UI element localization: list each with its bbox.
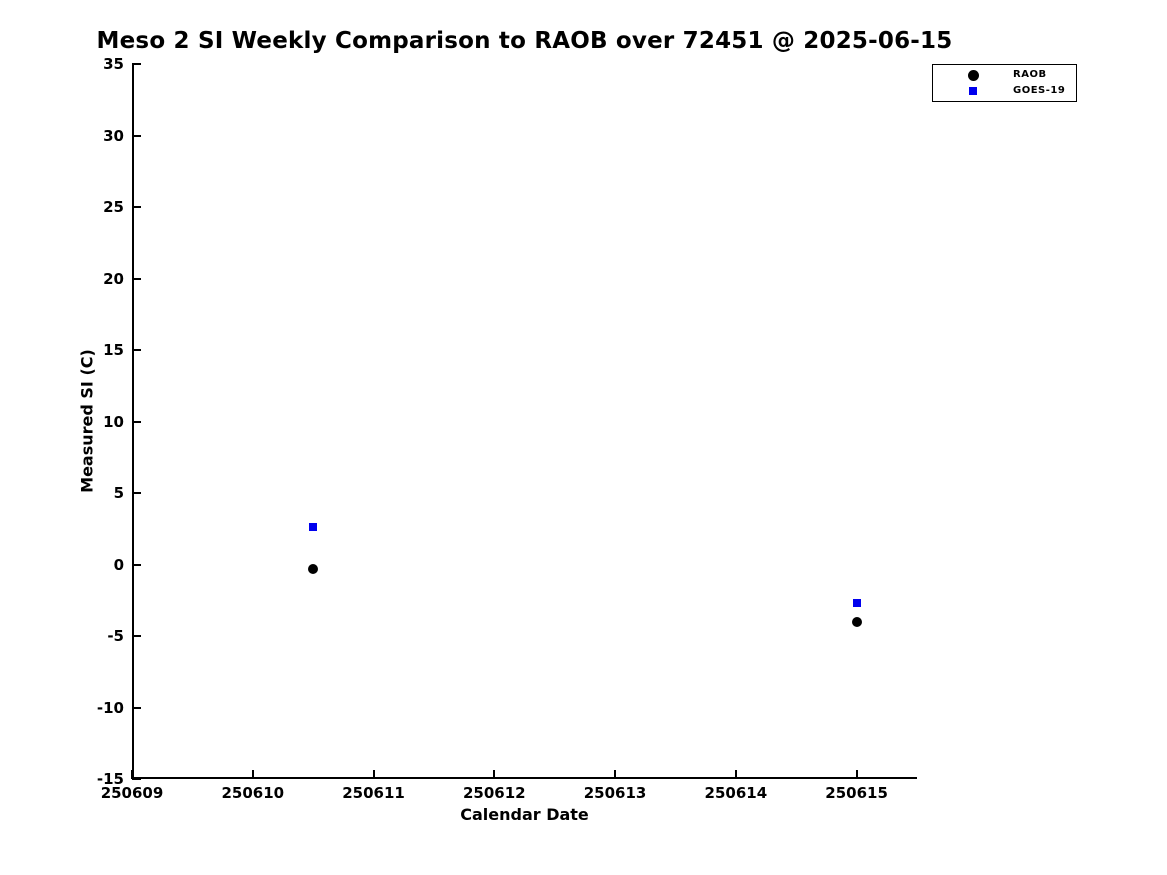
y-tick-label: 15 (103, 341, 124, 359)
y-tick (132, 206, 141, 208)
raob-data-point (308, 563, 319, 574)
y-tick-label: -10 (96, 698, 124, 717)
plot-area (132, 64, 917, 779)
legend-item: RAOB (933, 68, 1076, 83)
x-tick (493, 770, 496, 779)
goes-19-legend-marker-icon (969, 87, 977, 95)
raob-legend-marker-icon (967, 69, 979, 81)
y-tick (132, 134, 141, 137)
x-tick-label: 250610 (221, 784, 285, 802)
legend: RAOB GOES-19 (932, 64, 1077, 102)
legend-label: RAOB (1013, 69, 1047, 80)
x-axis-label: Calendar Date (460, 805, 589, 824)
x-tick (131, 770, 133, 779)
y-tick-label: 35 (103, 55, 124, 73)
x-tick-label: 250612 (462, 784, 526, 802)
legend-marker-wrap (933, 87, 1013, 95)
x-tick-label: 250615 (825, 784, 888, 802)
y-tick-label: -5 (107, 627, 124, 645)
y-tick (132, 778, 141, 780)
goes-19-data-point (309, 523, 318, 532)
x-tick-label: 250609 (100, 784, 164, 802)
y-tick (132, 349, 141, 351)
goes-19-data-point (852, 599, 861, 608)
x-tick (614, 770, 617, 779)
y-tick-label: 30 (103, 126, 124, 145)
x-tick-label: 250613 (583, 784, 647, 802)
legend-item: GOES-19 (933, 84, 1076, 99)
y-tick (132, 63, 141, 65)
y-tick (132, 277, 141, 280)
x-tick (855, 770, 858, 779)
chart-title: Meso 2 SI Weekly Comparison to RAOB over… (96, 28, 953, 54)
x-tick (372, 770, 375, 779)
x-tick-label: 250611 (342, 784, 405, 802)
y-tick-label: 25 (103, 198, 124, 216)
x-tick-label: 250614 (704, 784, 768, 802)
legend-label: GOES-19 (1013, 85, 1066, 96)
y-tick-label: 10 (103, 412, 124, 431)
y-tick-label: 5 (113, 484, 124, 502)
y-tick (132, 420, 141, 423)
y-tick (132, 635, 141, 637)
legend-marker-wrap (933, 69, 1013, 81)
y-tick (132, 492, 141, 494)
y-tick (132, 563, 141, 566)
y-tick (132, 706, 141, 709)
y-tick-label: 20 (103, 269, 124, 288)
y-tick-label: -15 (96, 770, 124, 788)
x-tick (251, 770, 254, 779)
y-tick-label: 0 (113, 555, 124, 574)
x-tick (734, 770, 737, 779)
raob-data-point (851, 616, 862, 627)
